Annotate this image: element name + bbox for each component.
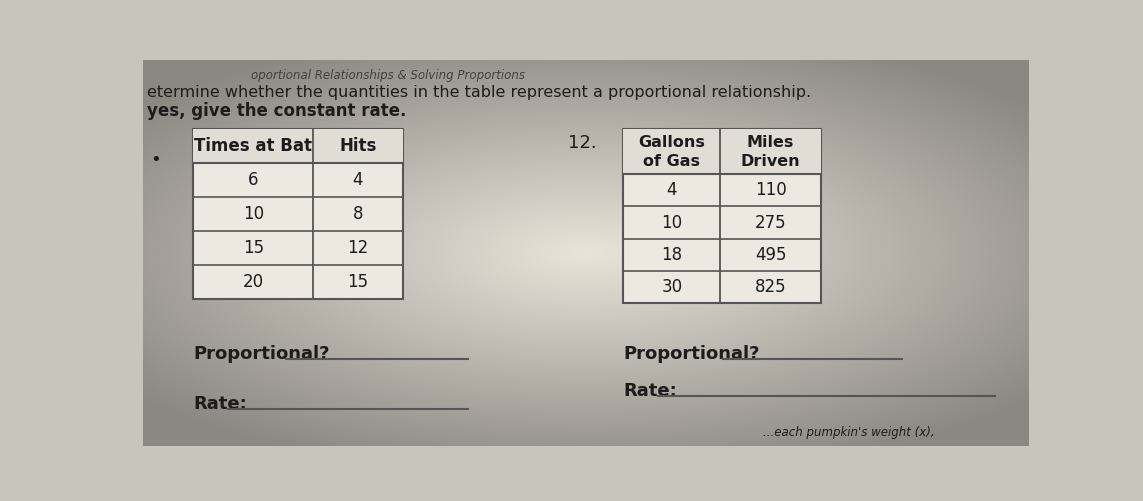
Text: etermine whether the quantities in the table represent a proportional relationsh: etermine whether the quantities in the t…	[146, 85, 810, 100]
Text: 4: 4	[353, 171, 363, 189]
Text: 12: 12	[347, 239, 368, 257]
Text: Hits: Hits	[339, 137, 377, 155]
Bar	[623, 129, 821, 174]
Text: 18: 18	[662, 246, 682, 264]
Text: 825: 825	[754, 278, 786, 296]
Text: 20: 20	[242, 273, 264, 291]
Text: 30: 30	[662, 278, 682, 296]
Text: 15: 15	[347, 273, 368, 291]
Text: 275: 275	[754, 213, 786, 231]
Text: •: •	[151, 151, 161, 169]
Text: Proportional?: Proportional?	[623, 345, 760, 363]
Text: ...each pumpkin's weight (x),: ...each pumpkin's weight (x),	[762, 426, 935, 439]
Text: Times at Bat: Times at Bat	[194, 137, 312, 155]
Text: Rate:: Rate:	[623, 382, 677, 400]
Text: Miles
Driven: Miles Driven	[741, 135, 800, 168]
Text: Rate:: Rate:	[193, 395, 247, 413]
Text: 10: 10	[242, 205, 264, 223]
Text: 110: 110	[754, 181, 786, 199]
Bar	[193, 129, 402, 163]
Text: Gallons
of Gas: Gallons of Gas	[639, 135, 705, 168]
Text: 4: 4	[666, 181, 677, 199]
Text: oportional Relationships & Solving Proportions: oportional Relationships & Solving Propo…	[251, 69, 526, 82]
Text: 15: 15	[242, 239, 264, 257]
Bar	[193, 129, 402, 299]
Text: 495: 495	[754, 246, 786, 264]
Text: 12.: 12.	[568, 134, 597, 152]
Text: 8: 8	[353, 205, 363, 223]
Bar	[623, 129, 821, 304]
Text: 10: 10	[662, 213, 682, 231]
Text: 6: 6	[248, 171, 258, 189]
Text: Proportional?: Proportional?	[193, 345, 329, 363]
Text: yes, give the constant rate.: yes, give the constant rate.	[146, 102, 406, 120]
